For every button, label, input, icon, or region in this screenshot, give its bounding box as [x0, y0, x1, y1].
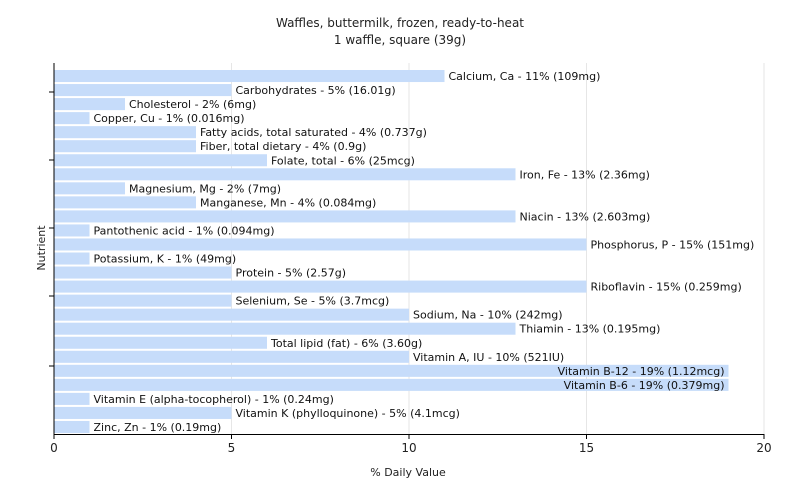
bar-label: Protein - 5% (2.57g): [236, 267, 347, 280]
x-tick-label: 10: [401, 441, 416, 455]
bar: [54, 364, 729, 377]
bar-label: Niacin - 13% (2.603mg): [520, 210, 651, 223]
bar: [54, 182, 125, 195]
bar: [54, 322, 516, 335]
chart-subtitle: 1 waffle, square (39g): [334, 33, 466, 47]
x-tick-label: 15: [579, 441, 594, 455]
bar: [54, 168, 516, 181]
bar: [54, 112, 90, 125]
bar-label: Pantothenic acid - 1% (0.094mg): [94, 224, 275, 237]
bar: [54, 196, 196, 209]
bar: [54, 308, 409, 321]
bar-label: Fiber, total dietary - 4% (0.9g): [200, 140, 366, 153]
x-tick-label: 0: [50, 441, 58, 455]
bar-label: Selenium, Se - 5% (3.7mcg): [236, 295, 390, 308]
bar-label: Iron, Fe - 13% (2.36mg): [520, 168, 650, 181]
bar-label: Manganese, Mn - 4% (0.084mg): [200, 196, 376, 209]
bar: [54, 266, 232, 279]
bar: [54, 280, 587, 293]
bar: [54, 70, 445, 83]
bar-label: Vitamin B-6 - 19% (0.379mg): [564, 379, 725, 392]
bar-label: Vitamin A, IU - 10% (521IU): [413, 351, 564, 364]
bar-label: Vitamin B-12 - 19% (1.12mcg): [558, 365, 725, 378]
chart-title: Waffles, buttermilk, frozen, ready-to-he…: [276, 16, 524, 30]
bar: [54, 154, 267, 167]
bar: [54, 224, 90, 237]
y-axis-title: Nutrient: [35, 225, 48, 271]
bar-label: Sodium, Na - 10% (242mg): [413, 309, 563, 322]
x-tick-label: 20: [756, 441, 771, 455]
bar: [54, 378, 729, 391]
bar-label: Carbohydrates - 5% (16.01g): [236, 84, 396, 97]
bar-label: Total lipid (fat) - 6% (3.60g): [270, 337, 422, 350]
bar: [54, 252, 90, 265]
bar-label: Folate, total - 6% (25mcg): [271, 154, 415, 167]
bar-label: Fatty acids, total saturated - 4% (0.737…: [200, 126, 427, 139]
bars: [54, 70, 729, 433]
bar-label: Riboflavin - 15% (0.259mg): [591, 281, 742, 294]
bar-label: Copper, Cu - 1% (0.016mg): [94, 112, 245, 125]
bar: [54, 406, 232, 419]
x-tick-label: 5: [228, 441, 236, 455]
bar: [54, 210, 516, 223]
axes: 0 5 10 15 20: [49, 63, 772, 455]
bar-labels: Calcium, Ca - 11% (109mg) Carbohydrates -…: [94, 70, 755, 434]
bar-label: Vitamin E (alpha-tocopherol) - 1% (0.24m…: [94, 393, 334, 406]
x-axis-title: % Daily Value: [370, 466, 446, 479]
bar: [54, 84, 232, 97]
bar-label: Calcium, Ca - 11% (109mg): [449, 70, 601, 83]
bar: [54, 336, 267, 349]
bar: [54, 126, 196, 139]
bar: [54, 392, 90, 405]
bar-label: Phosphorus, P - 15% (151mg): [591, 238, 755, 251]
bar: [54, 140, 196, 153]
bar-label: Vitamin K (phylloquinone) - 5% (4.1mcg): [236, 407, 460, 420]
bar: [54, 350, 409, 363]
bar: [54, 98, 125, 111]
bar-label: Thiamin - 13% (0.195mg): [519, 323, 661, 336]
bar-label: Zinc, Zn - 1% (0.19mg): [94, 421, 222, 434]
bar-label: Magnesium, Mg - 2% (7mg): [129, 182, 281, 195]
bar: [54, 294, 232, 307]
bar-label: Cholesterol - 2% (6mg): [129, 98, 256, 111]
bar-label: Potassium, K - 1% (49mg): [94, 253, 237, 266]
bar: [54, 238, 587, 251]
bar: [54, 420, 90, 433]
